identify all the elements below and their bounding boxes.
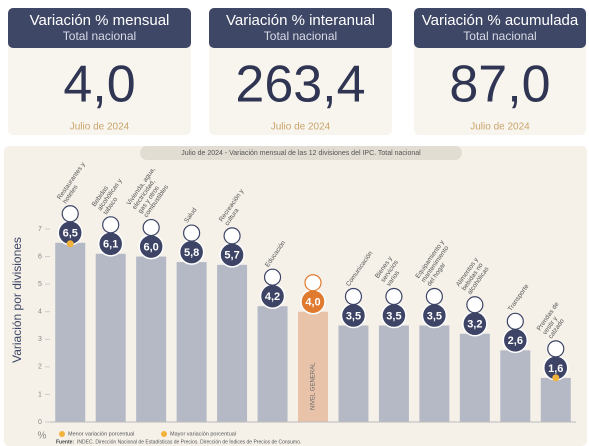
card-subtitle: Total nacional bbox=[264, 29, 337, 43]
value-label: 3,5 bbox=[427, 310, 442, 322]
icon bbox=[183, 224, 201, 242]
legend-label: Mayor variación porcentual bbox=[170, 431, 236, 437]
bar bbox=[459, 333, 490, 422]
extreme-marker bbox=[552, 374, 560, 382]
legend-marker bbox=[161, 431, 167, 437]
bar bbox=[217, 264, 248, 422]
y-tick-label: 4 bbox=[38, 309, 42, 316]
bar bbox=[540, 377, 571, 422]
icon bbox=[547, 340, 565, 358]
icon bbox=[385, 287, 403, 306]
bar bbox=[136, 256, 167, 422]
legend-marker bbox=[59, 431, 65, 437]
bar bbox=[95, 253, 126, 422]
card-title: Variación % acumulada bbox=[422, 12, 579, 29]
bar bbox=[419, 325, 450, 422]
icon bbox=[344, 287, 363, 306]
icon bbox=[425, 287, 443, 306]
y-tick-label: 6 bbox=[38, 253, 42, 260]
y-tick-label: 1 bbox=[38, 391, 42, 398]
card-date: Julio de 2024 bbox=[70, 122, 130, 133]
y-tick-label: 2 bbox=[38, 364, 42, 371]
value-label: 5,7 bbox=[224, 250, 239, 262]
card-value: 4,0 bbox=[63, 56, 135, 114]
card-header bbox=[414, 8, 586, 48]
value-label: 6,1 bbox=[103, 239, 118, 251]
card-date: Julio de 2024 bbox=[470, 122, 530, 133]
chart-title: Julio de 2024 - Variación mensual de las… bbox=[181, 150, 421, 157]
y-tick-label: 0 bbox=[38, 419, 42, 426]
card-value: 263,4 bbox=[235, 56, 365, 114]
chart-title-pill bbox=[140, 146, 462, 160]
bar bbox=[378, 325, 409, 422]
value-label: 3,2 bbox=[467, 319, 482, 331]
value-label: 4,0 bbox=[305, 297, 320, 309]
extreme-marker bbox=[66, 240, 74, 248]
source-label: Fuente: bbox=[56, 439, 74, 445]
card-date: Julio de 2024 bbox=[271, 122, 331, 133]
card-title: Variación % mensual bbox=[30, 12, 170, 29]
bar bbox=[338, 325, 369, 422]
card-header bbox=[209, 8, 392, 48]
bar bbox=[500, 350, 531, 422]
value-label: 6,5 bbox=[63, 228, 78, 240]
value-label: 4,2 bbox=[265, 291, 280, 303]
icon bbox=[506, 312, 524, 330]
value-label: 5,8 bbox=[184, 247, 199, 259]
card-value: 87,0 bbox=[449, 56, 550, 114]
value-label: 1,6 bbox=[548, 363, 563, 375]
card-subtitle: Total nacional bbox=[463, 29, 536, 43]
legend-label: Menor variación porcentual bbox=[68, 431, 134, 437]
icon bbox=[466, 296, 484, 314]
x-tick-label: NIVEL GENERAL bbox=[311, 362, 317, 410]
card-header bbox=[8, 8, 191, 48]
value-label: 2,6 bbox=[508, 335, 523, 347]
card-subtitle: Total nacional bbox=[63, 29, 136, 43]
source: INDEC. Dirección Nacional de Estadística… bbox=[77, 438, 301, 445]
value-label: 3,5 bbox=[346, 310, 361, 322]
icon bbox=[263, 268, 282, 286]
icon bbox=[223, 227, 241, 245]
bar bbox=[257, 306, 288, 422]
card-title: Variación % interanual bbox=[226, 12, 375, 29]
icon bbox=[142, 218, 160, 237]
y-tick-label: 3 bbox=[38, 336, 42, 343]
icon bbox=[304, 274, 322, 292]
value-label: 6,0 bbox=[144, 241, 159, 253]
bar bbox=[298, 311, 328, 422]
y-unit: % bbox=[38, 431, 47, 442]
value-label: 3,5 bbox=[386, 310, 401, 322]
y-axis-label: Variación por divisiones bbox=[10, 237, 24, 363]
y-tick-label: 5 bbox=[38, 281, 42, 288]
y-tick-label: 7 bbox=[38, 226, 42, 233]
icon bbox=[61, 205, 79, 223]
icon bbox=[102, 216, 120, 234]
bar bbox=[176, 262, 207, 422]
chart-panel bbox=[4, 146, 587, 446]
bar bbox=[55, 242, 86, 422]
